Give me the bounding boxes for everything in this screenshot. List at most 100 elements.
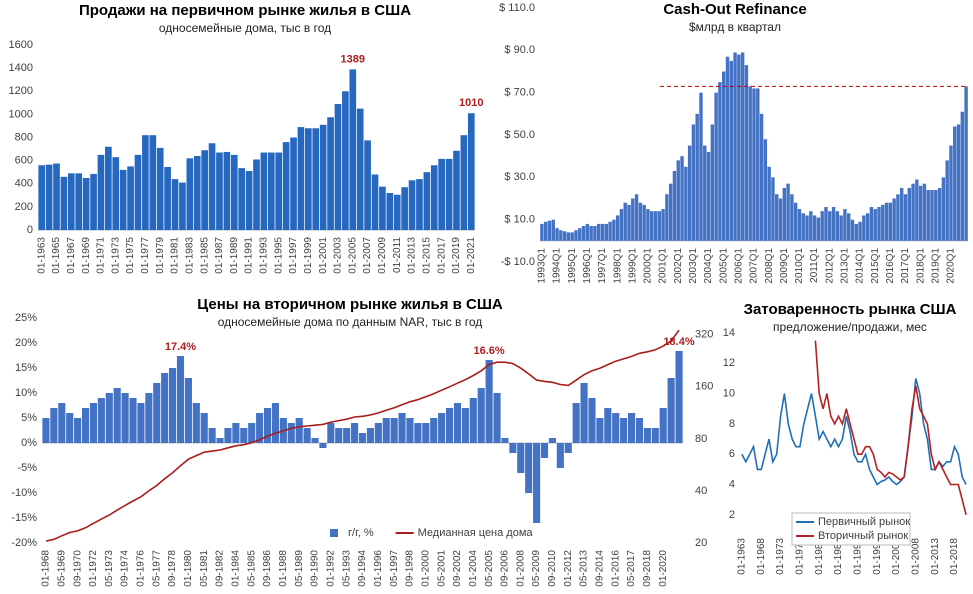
x-tick-label: 2018Q1 <box>915 248 926 284</box>
data-label: 1010 <box>459 97 483 109</box>
bar <box>253 159 260 230</box>
bar <box>570 232 574 241</box>
bar <box>653 211 658 241</box>
x-tick-label: 01-2005 <box>347 237 358 274</box>
bar <box>201 150 208 230</box>
bar <box>615 215 620 241</box>
bar <box>113 388 121 443</box>
chart-title: Затоваренность рынка США <box>744 301 957 318</box>
bar <box>58 403 66 443</box>
legend-label: Первичный рынок <box>818 516 910 528</box>
bar <box>612 413 620 443</box>
bar <box>430 165 438 230</box>
bar <box>668 183 673 241</box>
bar <box>771 177 775 241</box>
y-tick-label: 8 <box>729 418 735 430</box>
x-tick-label: 01-1993 <box>853 538 864 575</box>
bar <box>319 443 327 448</box>
x-tick-label: 05-1977 <box>151 550 162 587</box>
bar <box>287 423 295 443</box>
bar <box>137 403 145 443</box>
bar <box>945 160 949 241</box>
x-tick-label: 05-2017 <box>626 550 637 587</box>
x-tick-label: 01-2011 <box>392 237 403 273</box>
x-tick-label: 01-1999 <box>303 237 314 274</box>
bar <box>752 88 756 241</box>
bar <box>223 151 231 230</box>
bar <box>445 408 454 443</box>
bar <box>714 92 718 241</box>
bar <box>691 124 696 241</box>
bar <box>89 403 97 443</box>
legend-label: Медианная цена дома <box>418 527 534 539</box>
x-tick-label: 01-1992 <box>325 550 336 587</box>
bar <box>358 433 367 443</box>
x-tick-label: 01-1972 <box>88 550 99 587</box>
bar <box>911 183 915 241</box>
x-tick-label: 2001Q1 <box>658 248 669 284</box>
bar <box>778 198 783 241</box>
line <box>45 329 680 542</box>
x-tick-label: 01-1989 <box>229 237 240 274</box>
x-tick-label: 09-1994 <box>357 550 368 587</box>
bar <box>926 190 930 241</box>
x-tick-label: 09-1998 <box>405 550 416 587</box>
x-tick-label: 1994Q1 <box>552 248 563 284</box>
y-tick-label: 4 <box>729 478 735 490</box>
bar <box>416 179 423 230</box>
data-label: 1389 <box>341 53 365 65</box>
bar <box>184 378 192 443</box>
bar <box>192 403 200 443</box>
x-tick-label: 01-1983 <box>814 538 825 575</box>
bar <box>888 202 893 241</box>
y-tick-label: 2 <box>729 509 735 521</box>
bar <box>680 156 684 241</box>
bar <box>642 204 646 241</box>
bar <box>82 177 90 230</box>
x-tick-label: 09-1974 <box>120 550 131 587</box>
bar <box>638 202 643 241</box>
x-tick-label: 09-2014 <box>595 550 606 587</box>
bar <box>903 194 908 241</box>
bar <box>643 428 651 443</box>
bar <box>169 368 177 443</box>
x-tick-label: 05-1985 <box>246 550 257 587</box>
x-tick-label: 05-2009 <box>531 550 542 587</box>
y-tick-label: $ 110.0 <box>499 2 535 14</box>
bar <box>828 211 832 241</box>
bar <box>453 150 460 230</box>
bar <box>414 423 422 443</box>
bar <box>343 428 351 443</box>
bar <box>271 403 280 443</box>
bar <box>703 145 707 241</box>
bar <box>869 206 874 241</box>
bar <box>105 393 113 443</box>
bar <box>311 438 319 443</box>
x-tick-label: 01-2004 <box>468 550 479 587</box>
bar <box>574 230 578 241</box>
bar <box>60 176 68 230</box>
y-tick-label: -10% <box>11 487 37 499</box>
bar <box>843 209 847 241</box>
bar <box>533 443 541 523</box>
bar <box>740 52 745 241</box>
bar <box>224 428 232 443</box>
bar <box>710 124 715 241</box>
bar <box>651 428 659 443</box>
bar <box>619 209 624 241</box>
y2-tick-label: 320 <box>695 329 713 341</box>
x-tick-label: 05-1969 <box>56 550 67 587</box>
x-tick-label: 2009Q1 <box>779 248 790 284</box>
bar <box>45 164 53 230</box>
bar <box>282 142 290 230</box>
x-tick-label: 2014Q1 <box>855 248 866 284</box>
bar <box>608 221 612 241</box>
bar <box>767 166 771 241</box>
bar <box>230 154 238 230</box>
y-tick-label: 800 <box>15 131 33 143</box>
legend-label: г/г, % <box>348 527 374 539</box>
x-tick-label: 01-1968 <box>756 538 767 575</box>
y-tick-label: 600 <box>15 155 33 167</box>
x-tick-label: 01-2018 <box>949 538 960 575</box>
bar <box>748 86 752 241</box>
